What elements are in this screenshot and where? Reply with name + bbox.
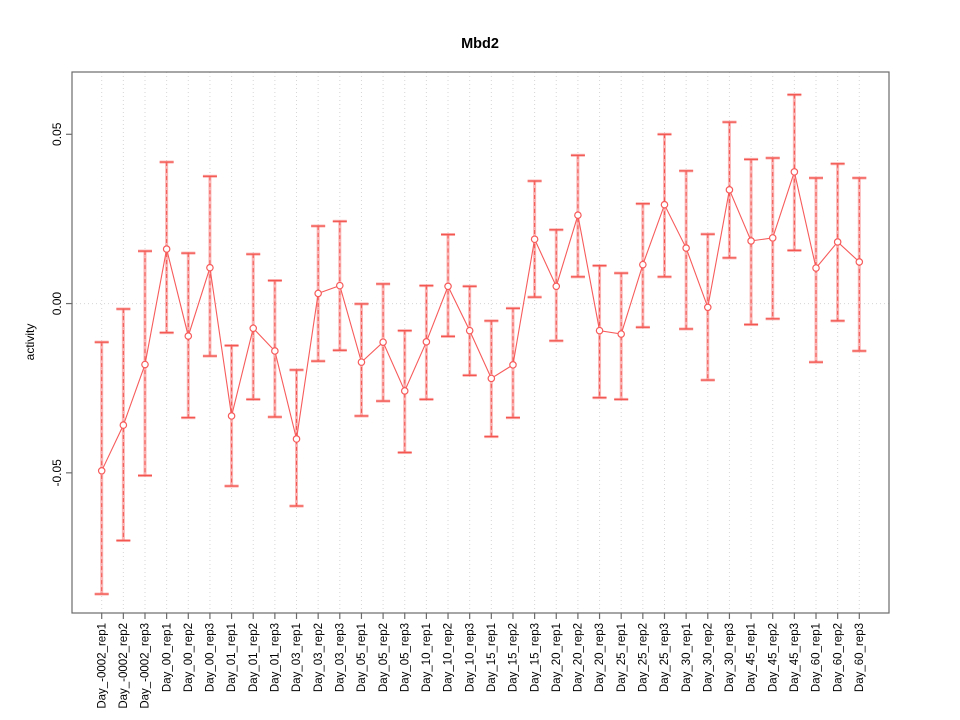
x-tick-label: Day_20_rep1 [551,623,563,692]
data-point [336,281,344,290]
x-tick-label: Day_00_rep1 [161,623,173,692]
x-tick-label: Day_30_rep2 [702,623,714,692]
data-point [249,324,258,333]
x-tick-label: Day_05_rep3 [399,623,411,692]
x-tick-label: Day_10_rep2 [443,623,455,692]
data-point [509,361,517,369]
chart-title: Mbd2 [461,36,499,52]
x-tick-label: Day_03_rep2 [313,623,325,692]
data-point [812,264,820,272]
data-point [682,244,690,252]
data-point [206,263,214,272]
x-tick-label: Day_03_rep3 [334,623,346,692]
data-point [725,186,734,194]
data-point [552,282,561,291]
x-tick-label: Day_60_rep1 [811,623,823,692]
data-point [530,235,539,244]
data-point [162,245,171,253]
data-point [141,360,149,369]
data-point [119,421,128,429]
x-tick-label: Day_01_rep3 [270,623,282,692]
data-point [357,358,366,366]
y-tick-label: 0.05 [50,122,64,146]
data-point [184,332,193,340]
series-line [101,169,860,472]
x-tick-label: Day_-0002_rep1 [96,623,108,709]
x-tick-label: Day_00_rep3 [205,623,217,692]
x-tick-label: Day_20_rep3 [594,623,606,692]
x-tick-label: Day_20_rep2 [573,623,585,692]
data-point [271,347,279,355]
data-point [639,260,647,269]
x-tick-label: Day_45_rep3 [789,623,801,692]
plot-frame [71,71,890,614]
data-point [422,338,431,346]
x-tick-label: Day_15_rep2 [508,623,520,692]
x-tick-label: Day_05_rep1 [356,623,368,692]
data-point [833,238,842,246]
axes-layer: 0.05 0.00 -0.05 Day_-0002_rep1 Day_-0002_rep… [50,71,890,709]
x-tick-label: Day_45_rep1 [746,623,758,692]
data-point [660,200,669,209]
x-tick-label: Day_15_rep1 [486,623,498,692]
x-tick-label: Day_10_rep1 [421,623,433,692]
data-point [97,467,106,475]
data-point [444,282,452,291]
data-point [379,338,387,346]
data-point [227,412,236,420]
data-point [855,258,864,266]
x-tick-label: Day_60_rep2 [832,623,844,692]
data-point [768,234,777,242]
x-tick-label: Day_-0002_rep3 [140,623,152,709]
x-tick-label: Day_05_rep2 [378,623,390,692]
data-point [617,330,625,338]
series-line-layer [101,169,860,472]
data-point [574,211,582,220]
x-tick-label: Day_60_rep3 [854,623,866,692]
data-point [314,289,322,298]
y-tick-label: -0.05 [50,459,64,487]
data-point [292,435,301,443]
x-tick-label: Day_-0002_rep2 [118,623,130,709]
data-point [790,168,799,176]
x-tick-label: Day_03_rep1 [291,623,303,692]
data-point [400,387,409,395]
x-tick-label: Day_15_rep3 [529,623,541,692]
gridlines-layer [72,72,889,613]
x-tick-label: Day_10_rep3 [464,623,476,692]
y-axis-title: activity [23,324,37,361]
data-points-layer [97,168,864,475]
x-tick-label: Day_25_rep2 [638,623,650,692]
data-point [595,326,604,335]
data-point [487,374,496,383]
data-point [465,326,474,335]
x-tick-label: Day_45_rep2 [767,623,779,692]
x-tick-label: Day_25_rep1 [616,623,628,692]
x-tick-label: Day_01_rep1 [226,623,238,692]
data-point [747,237,755,245]
x-tick-label: Day_25_rep3 [659,623,671,692]
data-point [703,303,712,312]
x-tick-label: Day_00_rep2 [183,623,195,692]
x-tick-label: Day_30_rep3 [724,623,736,692]
x-tick-label: Day_30_rep1 [681,623,693,692]
x-tick-label: Day_01_rep2 [248,623,260,692]
y-tick-label: 0.00 [50,292,64,316]
